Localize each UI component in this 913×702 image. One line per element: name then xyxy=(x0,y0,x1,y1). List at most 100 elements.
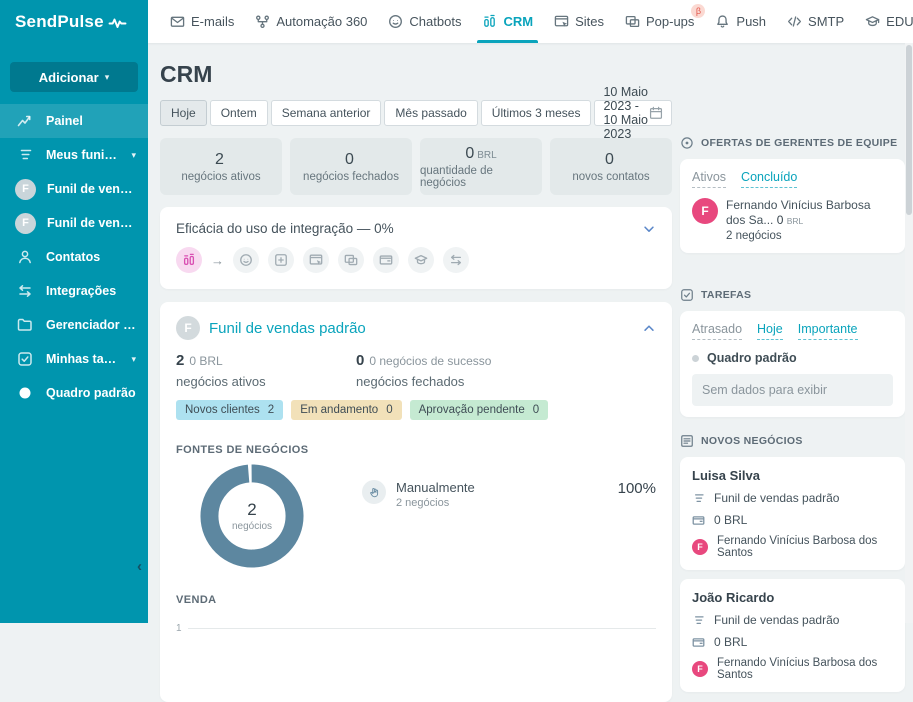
brand-name: SendPulse xyxy=(15,11,104,31)
funnel-closed-stat: 0 0 negócios de sucesso negócios fechados xyxy=(356,352,536,389)
sidebar-item-painel[interactable]: Painel xyxy=(0,104,148,138)
tag-em-andamento[interactable]: Em andamento 0 xyxy=(291,400,402,420)
offer-row[interactable]: F Fernando Vinícius Barbosa dos Sa... 0 … xyxy=(692,198,893,242)
sidebar-collapse-button[interactable]: ‹ xyxy=(137,558,142,575)
date-range-input[interactable]: 10 Maio 2023 - 10 Maio 2023 xyxy=(594,85,672,141)
chevron-up-icon[interactable] xyxy=(642,321,656,335)
add-button[interactable]: Adicionar ▾ xyxy=(10,62,138,92)
tab-concluido[interactable]: Concluído xyxy=(741,170,798,188)
nav-sites[interactable]: Sites xyxy=(554,0,604,43)
deal-card-luisa-silva[interactable]: Luisa Silva Funil de vendas padrão 0 BRL… xyxy=(680,457,905,570)
sidebar-item-quadro-padrao[interactable]: Quadro padrão xyxy=(0,376,148,410)
axis-tick: 1 xyxy=(176,623,182,634)
beta-badge: β xyxy=(691,4,706,18)
sidebar-item-label: Gerenciador de ar... xyxy=(46,318,136,332)
stat-value: 2 xyxy=(215,150,224,168)
popups-icon xyxy=(625,14,640,29)
nav-label: EDU xyxy=(886,14,913,29)
date-range-value: 10 Maio 2023 - 10 Maio 2023 xyxy=(603,85,648,141)
sidebar-item-label: Funil de vendas pa... xyxy=(47,216,136,230)
sidebar-item-integracoes[interactable]: Integrações xyxy=(0,274,148,308)
code-icon xyxy=(787,14,802,29)
tab-importante[interactable]: Importante xyxy=(797,322,858,340)
deal-card-joao-ricardo[interactable]: João Ricardo Funil de vendas padrão 0 BR… xyxy=(680,579,905,692)
deal-value: 0 BRL xyxy=(714,513,748,527)
tag-novos-clientes[interactable]: Novos clientes 2 xyxy=(176,400,284,420)
add-button-label: Adicionar xyxy=(38,69,99,85)
avatar: F xyxy=(176,316,200,340)
section-title: OFERTAS DE GERENTES DE EQUIPE xyxy=(701,137,898,149)
empty-state-message: Sem dados para exibir xyxy=(692,374,893,406)
deal-funnel: Funil de vendas padrão xyxy=(714,491,840,505)
nav-label: Push xyxy=(736,14,767,29)
filter-ultimos-3-meses-button[interactable]: Últimos 3 meses xyxy=(480,100,592,126)
chevron-down-icon[interactable] xyxy=(642,222,656,236)
calendar-icon xyxy=(649,106,663,120)
sendpulse-logo[interactable]: SendPulse xyxy=(0,0,148,43)
active-value: 2 xyxy=(176,352,185,369)
nav-emails[interactable]: E-mails xyxy=(170,0,234,43)
filter-hoje-button[interactable]: Hoje xyxy=(160,100,207,126)
closed-extra: 0 negócios de sucesso xyxy=(369,354,492,368)
tab-atrasado[interactable]: Atrasado xyxy=(692,322,743,340)
sidebar-item-funil-2[interactable]: F Funil de vendas pa... xyxy=(0,206,148,240)
sidebar-item-label: Quadro padrão xyxy=(46,386,136,400)
graduation-cap-icon xyxy=(408,247,434,273)
donut-center-label: negócios xyxy=(231,521,273,532)
chatbot-icon xyxy=(388,14,403,29)
nav-chatbots[interactable]: Chatbots xyxy=(388,0,461,43)
stat-negocios-fechados: 0 negócios fechados xyxy=(290,138,412,195)
nav-push[interactable]: Push xyxy=(715,0,766,43)
sidebar-item-contatos[interactable]: Contatos xyxy=(0,240,148,274)
wallet-icon xyxy=(692,514,705,527)
section-title: NOVOS NEGÓCIOS xyxy=(701,435,803,447)
gridline xyxy=(187,628,656,629)
nav-automacao-360[interactable]: Automação 360 xyxy=(255,0,367,43)
deal-owner: Fernando Vinícius Barbosa dos Santos xyxy=(717,657,878,681)
funnel-icon xyxy=(692,614,705,627)
stat-label: quantidade de negócios xyxy=(420,164,493,189)
graduation-cap-icon xyxy=(865,14,880,29)
nav-label: CRM xyxy=(503,14,534,29)
sidebar-item-meus-funis[interactable]: Meus funis de ven... ▾ xyxy=(0,138,148,172)
tag-count: 0 xyxy=(532,404,540,416)
chevron-down-icon: ▾ xyxy=(131,353,136,364)
tab-hoje[interactable]: Hoje xyxy=(757,322,783,340)
nav-popups[interactable]: Pop-ups β xyxy=(625,0,706,43)
sidebar-item-gerenciador[interactable]: Gerenciador de ar... xyxy=(0,308,148,342)
avatar: F xyxy=(692,198,718,224)
nav-crm[interactable]: CRM xyxy=(477,0,538,43)
sidebar-item-funil-1[interactable]: F Funil de vendas pa... xyxy=(0,172,148,206)
sites-icon xyxy=(554,14,569,29)
filter-semana-anterior-button[interactable]: Semana anterior xyxy=(270,100,382,126)
card-icon xyxy=(373,247,399,273)
sidebar-item-label: Painel xyxy=(46,114,83,128)
swap-arrows-icon xyxy=(15,283,35,299)
bullet-dot-icon xyxy=(692,354,699,362)
donut-ring xyxy=(200,464,304,568)
board-row[interactable]: Quadro padrão xyxy=(692,351,893,365)
sidebar-item-minhas-tarefas[interactable]: Minhas tarefas ▾ xyxy=(0,342,148,376)
stat-quantidade-negocios: 0 BRL quantidade de negócios xyxy=(420,138,542,195)
board-name: Quadro padrão xyxy=(707,351,797,365)
stat-label: negócios ativos xyxy=(181,170,261,183)
section-title: TAREFAS xyxy=(701,289,752,301)
closed-label: negócios fechados xyxy=(356,374,465,389)
scrollbar-thumb[interactable] xyxy=(906,45,912,215)
automation-icon xyxy=(255,14,270,29)
plus-box-icon xyxy=(268,247,294,273)
integration-efficiency-panel: Eficácia do uso de integração — 0% → xyxy=(160,207,672,289)
vertical-scrollbar[interactable] xyxy=(905,43,913,623)
nav-smtp[interactable]: SMTP xyxy=(787,0,844,43)
stat-value: 0 xyxy=(605,150,614,168)
nav-edu[interactable]: EDU xyxy=(865,0,913,43)
tab-ativos[interactable]: Ativos xyxy=(692,170,727,188)
filter-mes-passado-button[interactable]: Mês passado xyxy=(384,100,478,126)
envelope-icon xyxy=(170,14,185,29)
stat-value: 0 xyxy=(465,144,475,162)
nav-label: SMTP xyxy=(808,14,845,29)
hand-manual-icon xyxy=(362,480,386,504)
filter-ontem-button[interactable]: Ontem xyxy=(209,100,268,126)
tag-aprovacao-pendente[interactable]: Aprovação pendente 0 xyxy=(409,400,549,420)
funnel-title-link[interactable]: Funil de vendas padrão xyxy=(209,319,366,337)
